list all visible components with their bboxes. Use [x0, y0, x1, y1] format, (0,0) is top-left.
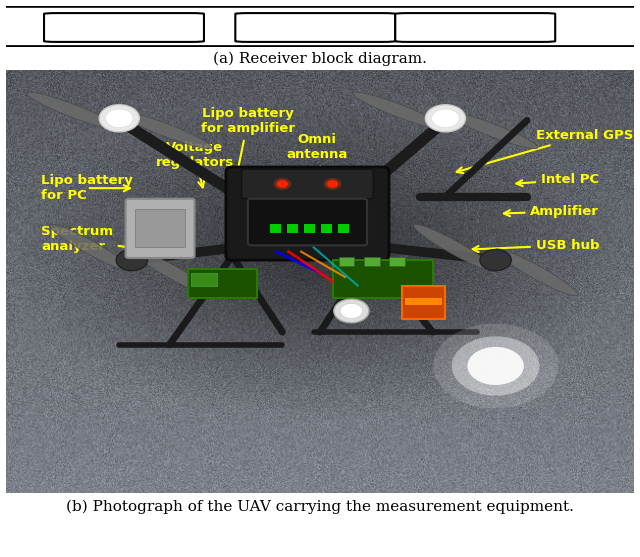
FancyBboxPatch shape [44, 13, 204, 42]
Text: USB hub: USB hub [472, 239, 599, 252]
FancyBboxPatch shape [248, 199, 367, 245]
Ellipse shape [27, 92, 120, 130]
Bar [287, 224, 298, 233]
Circle shape [104, 110, 135, 131]
Circle shape [467, 347, 524, 385]
Ellipse shape [119, 111, 212, 149]
FancyBboxPatch shape [242, 169, 373, 199]
FancyBboxPatch shape [135, 209, 185, 247]
Bar [304, 224, 315, 233]
Circle shape [433, 324, 558, 408]
Text: Omni
antenna: Omni antenna [286, 133, 348, 177]
FancyBboxPatch shape [191, 273, 216, 286]
FancyBboxPatch shape [401, 286, 445, 319]
Circle shape [99, 105, 140, 132]
FancyBboxPatch shape [236, 13, 396, 42]
Circle shape [276, 180, 288, 188]
Ellipse shape [50, 224, 132, 271]
Circle shape [324, 178, 341, 190]
Circle shape [327, 180, 338, 188]
Bar [337, 224, 349, 233]
Ellipse shape [445, 111, 538, 149]
Bar [389, 257, 404, 266]
Text: (b) Photograph of the UAV carrying the measurement equipment.: (b) Photograph of the UAV carrying the m… [66, 500, 574, 514]
Circle shape [431, 109, 460, 128]
FancyBboxPatch shape [333, 260, 433, 298]
Bar [364, 257, 380, 266]
Text: Amplifier: Amplifier [504, 205, 599, 218]
Ellipse shape [495, 249, 578, 296]
Text: Intel PC: Intel PC [516, 173, 599, 186]
Ellipse shape [353, 92, 445, 130]
Ellipse shape [131, 249, 214, 296]
Bar [404, 298, 442, 305]
Text: Lipo battery
for amplifier: Lipo battery for amplifier [201, 108, 295, 177]
FancyBboxPatch shape [125, 199, 195, 258]
Circle shape [334, 299, 369, 323]
Text: Voltage
regulators: Voltage regulators [156, 141, 234, 188]
Text: (a) Receiver block diagram.: (a) Receiver block diagram. [213, 51, 427, 66]
FancyBboxPatch shape [0, 7, 640, 46]
Circle shape [426, 105, 465, 132]
FancyBboxPatch shape [396, 13, 556, 42]
Circle shape [452, 336, 540, 395]
Text: Spectrum
analyzer: Spectrum analyzer [41, 225, 136, 253]
Circle shape [430, 110, 461, 131]
Circle shape [106, 109, 133, 128]
Bar [270, 224, 281, 233]
FancyBboxPatch shape [188, 268, 257, 298]
Text: Lipo battery
for PC: Lipo battery for PC [41, 174, 132, 202]
Circle shape [116, 250, 147, 271]
Bar [339, 257, 355, 266]
Circle shape [273, 178, 291, 190]
Bar [321, 224, 332, 233]
Text: External GPS: External GPS [456, 129, 634, 173]
Circle shape [340, 304, 363, 319]
Circle shape [480, 250, 511, 271]
FancyBboxPatch shape [226, 167, 389, 260]
Ellipse shape [413, 224, 496, 271]
